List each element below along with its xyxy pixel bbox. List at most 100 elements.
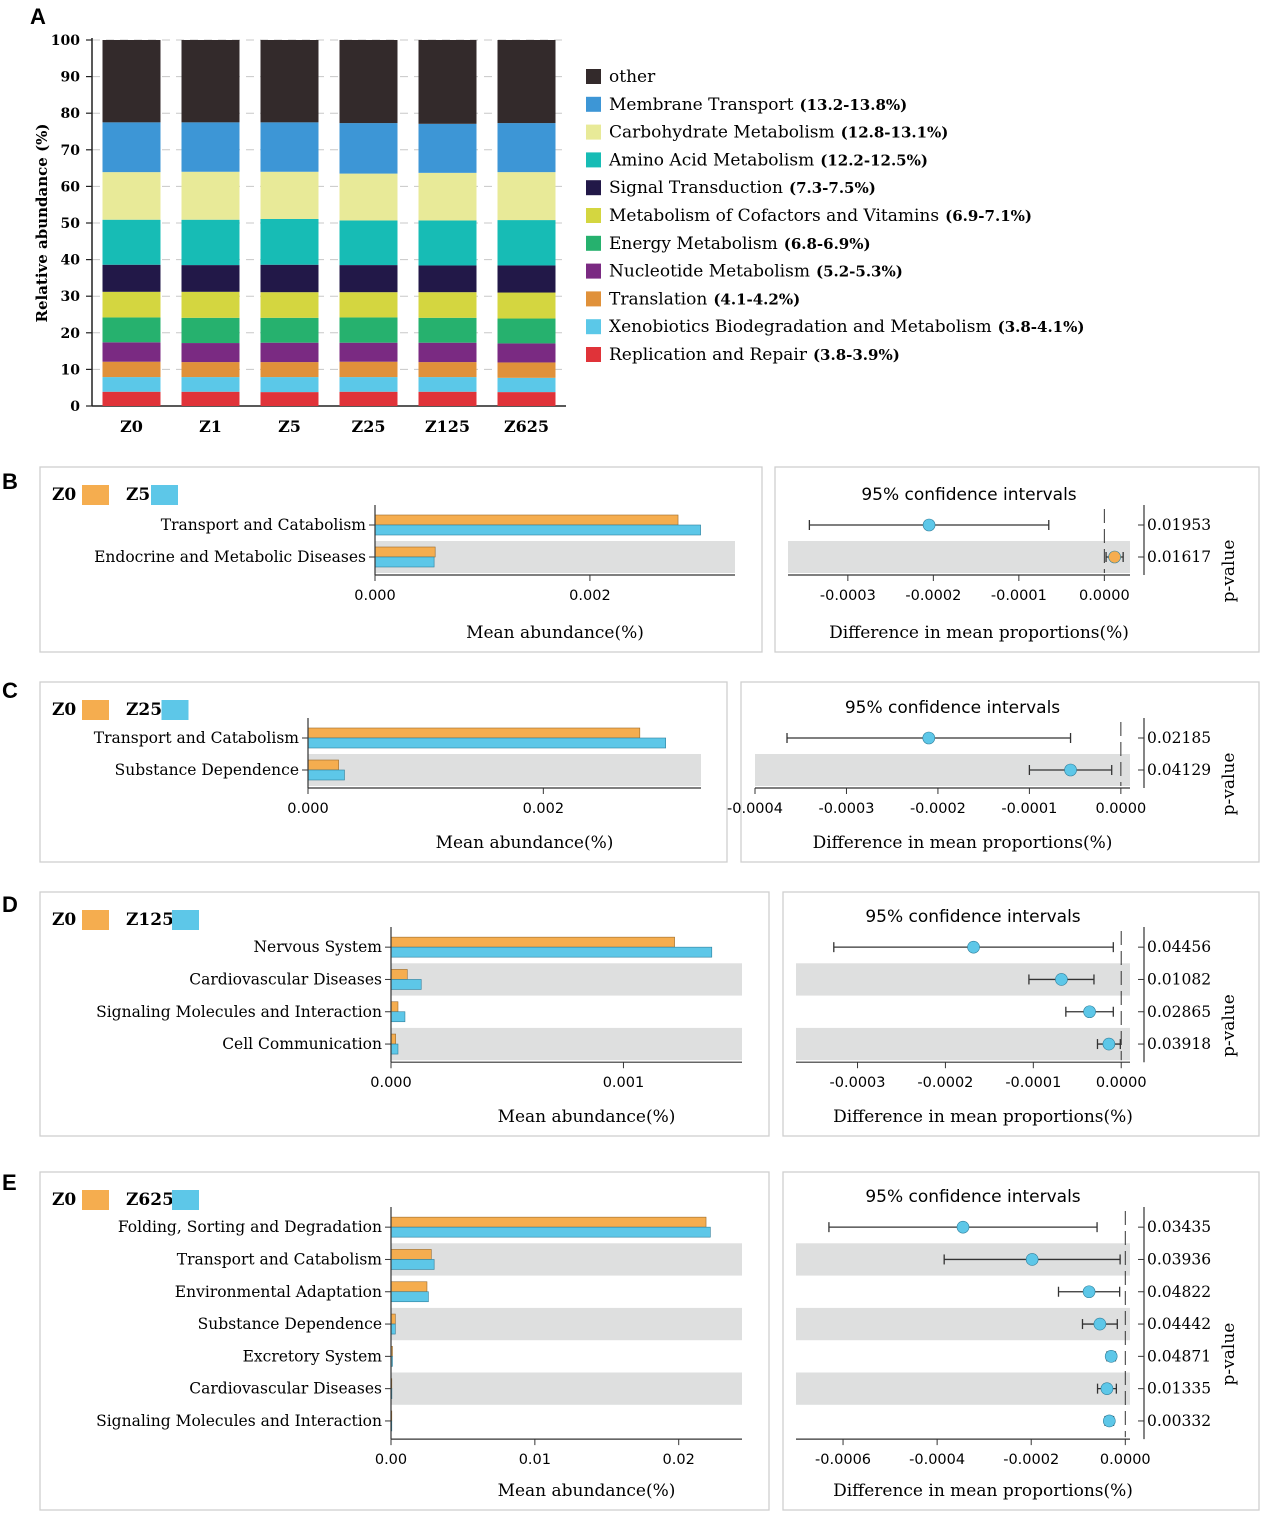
category-label: Transport and Catabolism — [177, 1250, 383, 1268]
diff-point — [922, 518, 936, 532]
panel-e: E Z0 Z625 Folding, Sorting and Degradation T… — [2, 1170, 1260, 1511]
legend-name: Signal Transduction — [609, 178, 783, 198]
mean-panel-frame — [39, 1171, 770, 1511]
bar-segment — [418, 362, 477, 378]
x-tick-label: Z25 — [352, 417, 386, 436]
bar-segment — [497, 265, 556, 293]
pvalue-axis-label: p-value — [1219, 1323, 1239, 1386]
legend-swatch — [586, 235, 601, 251]
diff-x-tick-label: -0.0001 — [1001, 801, 1057, 817]
diff-point — [1108, 550, 1121, 564]
legend-label: Amino Acid Metabolism (12.2-12.5%) — [608, 150, 928, 170]
bar-group2 — [307, 769, 345, 781]
bar-segment — [418, 265, 477, 293]
bar-segment — [418, 123, 477, 173]
mean-x-axis-label: Mean abundance(%) — [498, 1481, 676, 1501]
bar-segment — [260, 392, 319, 406]
bar-segment — [418, 172, 477, 221]
bar-segment — [181, 391, 240, 406]
mean-x-tick-label: 0.002 — [569, 588, 611, 604]
row-shade — [391, 963, 742, 996]
diff-point — [1103, 1414, 1116, 1428]
bar-segment — [181, 291, 240, 318]
pvalue-label: 0.03435 — [1147, 1218, 1211, 1236]
legend-name: Carbohydrate Metabolism — [609, 123, 835, 143]
panel-a: A 0 10 20 30 40 50 60 70 80 90 100 Relative abundanc… — [30, 4, 1084, 436]
bar-segment — [418, 292, 477, 318]
panel-letter: B — [2, 469, 18, 494]
pvalue-label: 0.02185 — [1147, 729, 1211, 747]
legend-swatch — [586, 263, 601, 279]
mean-x-tick-label: 0.001 — [603, 1075, 645, 1091]
legend-range: (12.8-13.1%) — [841, 124, 949, 142]
mean-x-tick-label: 0.000 — [287, 801, 329, 817]
legend-label: Signal Transduction (7.3-7.5%) — [609, 178, 876, 198]
bar-segment — [418, 342, 477, 363]
diff-point — [1025, 1253, 1039, 1266]
legend-range: (3.8-4.1%) — [998, 318, 1085, 336]
bar-group1 — [390, 1281, 428, 1293]
bar-segment — [260, 292, 319, 318]
mean-x-tick-label: 0.000 — [354, 588, 396, 604]
diff-point — [1104, 1350, 1118, 1363]
bar-group2 — [374, 524, 701, 536]
row-shade — [391, 1307, 742, 1341]
legend-swatch — [586, 180, 601, 196]
legend-label: other — [609, 67, 656, 87]
diff-point — [967, 940, 980, 954]
y-tick-label: 100 — [51, 33, 80, 49]
category-label: Excretory System — [243, 1347, 383, 1365]
legend-name: Nucleotide Metabolism — [609, 262, 810, 282]
bar-segment — [181, 377, 240, 392]
panel-d: D Z0 Z125 Nervous System Cardiovascular Dise… — [2, 891, 1260, 1137]
pvalue-label: 0.04129 — [1147, 761, 1211, 779]
diff-title: 95% confidence intervals — [861, 485, 1076, 505]
pvalue-label: 0.01953 — [1147, 516, 1211, 534]
bar-group1 — [390, 1001, 399, 1013]
legend-swatch — [586, 319, 601, 335]
panel-letter: E — [2, 1170, 17, 1195]
legend-label: Membrane Transport (13.2-13.8%) — [609, 95, 907, 115]
pvalue-axis-label: p-value — [1219, 994, 1239, 1057]
mean-x-axis-label: Mean abundance(%) — [498, 1107, 676, 1127]
y-tick-label: 80 — [61, 106, 81, 122]
y-tick-label: 0 — [70, 399, 80, 415]
bar-segment — [497, 172, 556, 221]
legend-name: Replication and Repair — [609, 345, 808, 365]
bar-segment — [260, 264, 319, 293]
bar-group2 — [390, 946, 713, 958]
mean-x-tick-label: 0.000 — [370, 1075, 412, 1091]
panel-letter: C — [2, 678, 18, 703]
bar-segment — [339, 292, 398, 318]
bar-group1 — [374, 546, 436, 558]
pvalue-label: 0.01335 — [1147, 1380, 1211, 1398]
category-label: Cardiovascular Diseases — [189, 970, 382, 988]
legend-group1: Z0 — [52, 485, 76, 505]
diff-panel-frame — [782, 1171, 1260, 1511]
row-shade — [796, 1307, 1130, 1341]
panel-letter: D — [2, 892, 18, 917]
legend-label: Carbohydrate Metabolism (12.8-13.1%) — [609, 123, 948, 143]
diff-title: 95% confidence intervals — [865, 907, 1080, 927]
legend-swatch — [586, 124, 601, 140]
legend-label: Metabolism of Cofactors and Vitamins (6.9… — [609, 206, 1032, 226]
category-label: Folding, Sorting and Degradation — [118, 1218, 382, 1236]
diff-x-tick-label: -0.0001 — [991, 588, 1047, 604]
bar-segment — [497, 220, 556, 266]
legend-swatch — [586, 347, 601, 362]
row-shade — [308, 754, 701, 786]
legend-swatch-group2 — [161, 700, 189, 720]
y-tick-label: 60 — [61, 179, 81, 195]
bar-group2 — [390, 1259, 435, 1270]
legend-range: (12.2-12.5%) — [820, 151, 928, 169]
mean-x-tick-label: 0.00 — [375, 1452, 407, 1468]
diff-x-tick-label: 0.0000 — [1100, 1452, 1151, 1468]
category-label: Transport and Catabolism — [161, 516, 367, 534]
pvalue-label: 0.04871 — [1147, 1347, 1211, 1365]
bar-segment — [339, 377, 398, 392]
diff-x-tick-label: -0.0001 — [1005, 1075, 1061, 1091]
mean-x-tick-label: 0.01 — [519, 1452, 551, 1468]
bar-segment — [181, 265, 240, 292]
bar-group1 — [307, 759, 339, 771]
bar-segment — [497, 392, 556, 406]
